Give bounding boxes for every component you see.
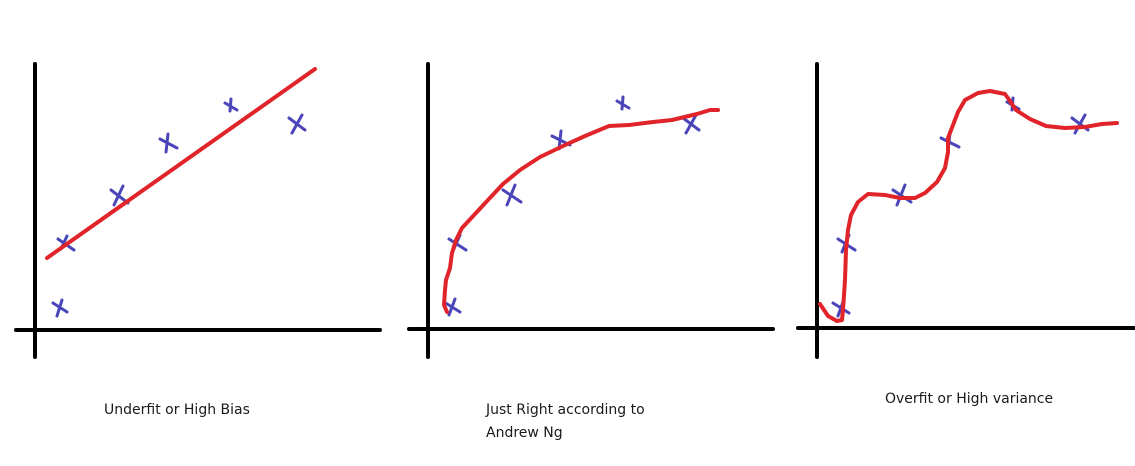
caption-underfit: Underfit or High Bias	[104, 399, 250, 422]
data-points-overfit	[831, 96, 1090, 318]
data-points-underfit	[51, 97, 307, 318]
data-point	[158, 132, 179, 154]
axes-just-right	[407, 62, 775, 359]
data-point	[615, 95, 631, 111]
data-point	[287, 113, 307, 135]
caption-just-right: Just Right according to Andrew Ng	[486, 399, 645, 445]
data-point	[681, 113, 701, 135]
caption-line: Underfit or High Bias	[104, 402, 250, 418]
data-point	[442, 297, 462, 317]
data-point	[1070, 113, 1090, 135]
caption-line: Overfit or High variance	[885, 391, 1054, 407]
data-point	[51, 298, 69, 318]
caption-line: Just Right according to	[486, 402, 645, 418]
axes-underfit	[14, 62, 382, 359]
data-point	[501, 183, 523, 207]
axes-overfit	[796, 62, 1135, 359]
data-point	[891, 183, 913, 207]
fit-curve-overfit	[818, 89, 1119, 323]
panel-underfit	[14, 62, 382, 359]
panel-overfit	[796, 62, 1135, 359]
fit-line-underfit	[45, 67, 317, 260]
panel-just-right	[407, 62, 775, 359]
caption-line: Andrew Ng	[486, 425, 563, 441]
fit-curve-just-right	[442, 108, 720, 314]
caption-overfit: Overfit or High variance	[885, 388, 1053, 411]
data-points-just-right	[442, 95, 701, 317]
data-point	[223, 97, 239, 113]
